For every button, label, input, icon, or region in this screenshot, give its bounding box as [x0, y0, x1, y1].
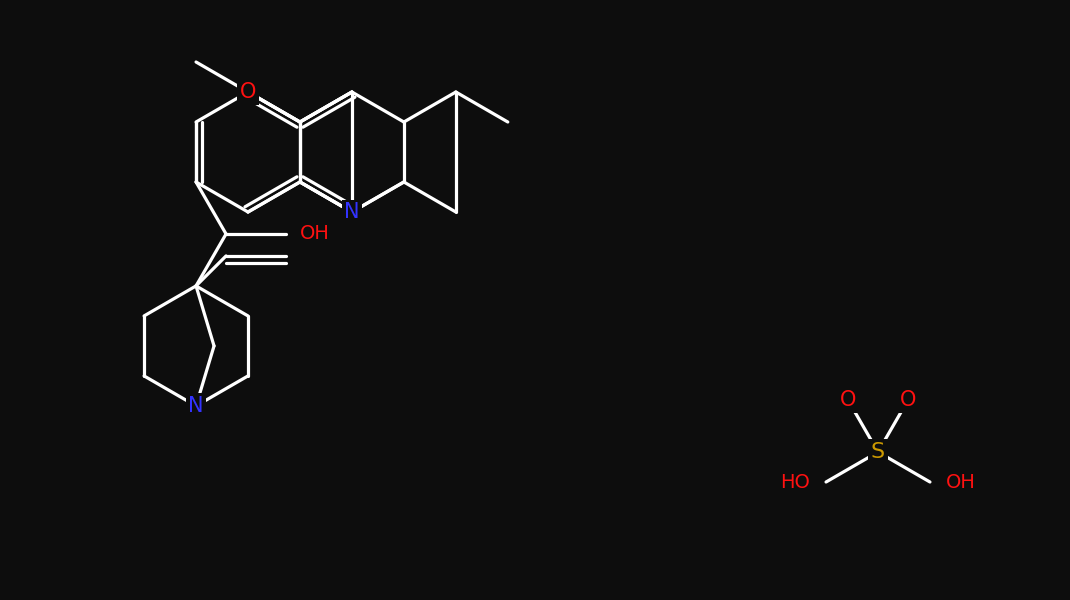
- Text: S: S: [871, 442, 885, 462]
- Text: N: N: [345, 202, 360, 222]
- Text: HO: HO: [780, 473, 810, 491]
- Text: OH: OH: [946, 473, 976, 491]
- Text: O: O: [900, 390, 916, 410]
- Text: OH: OH: [300, 224, 330, 244]
- Text: O: O: [840, 390, 856, 410]
- Text: N: N: [188, 396, 203, 416]
- Text: O: O: [240, 82, 256, 102]
